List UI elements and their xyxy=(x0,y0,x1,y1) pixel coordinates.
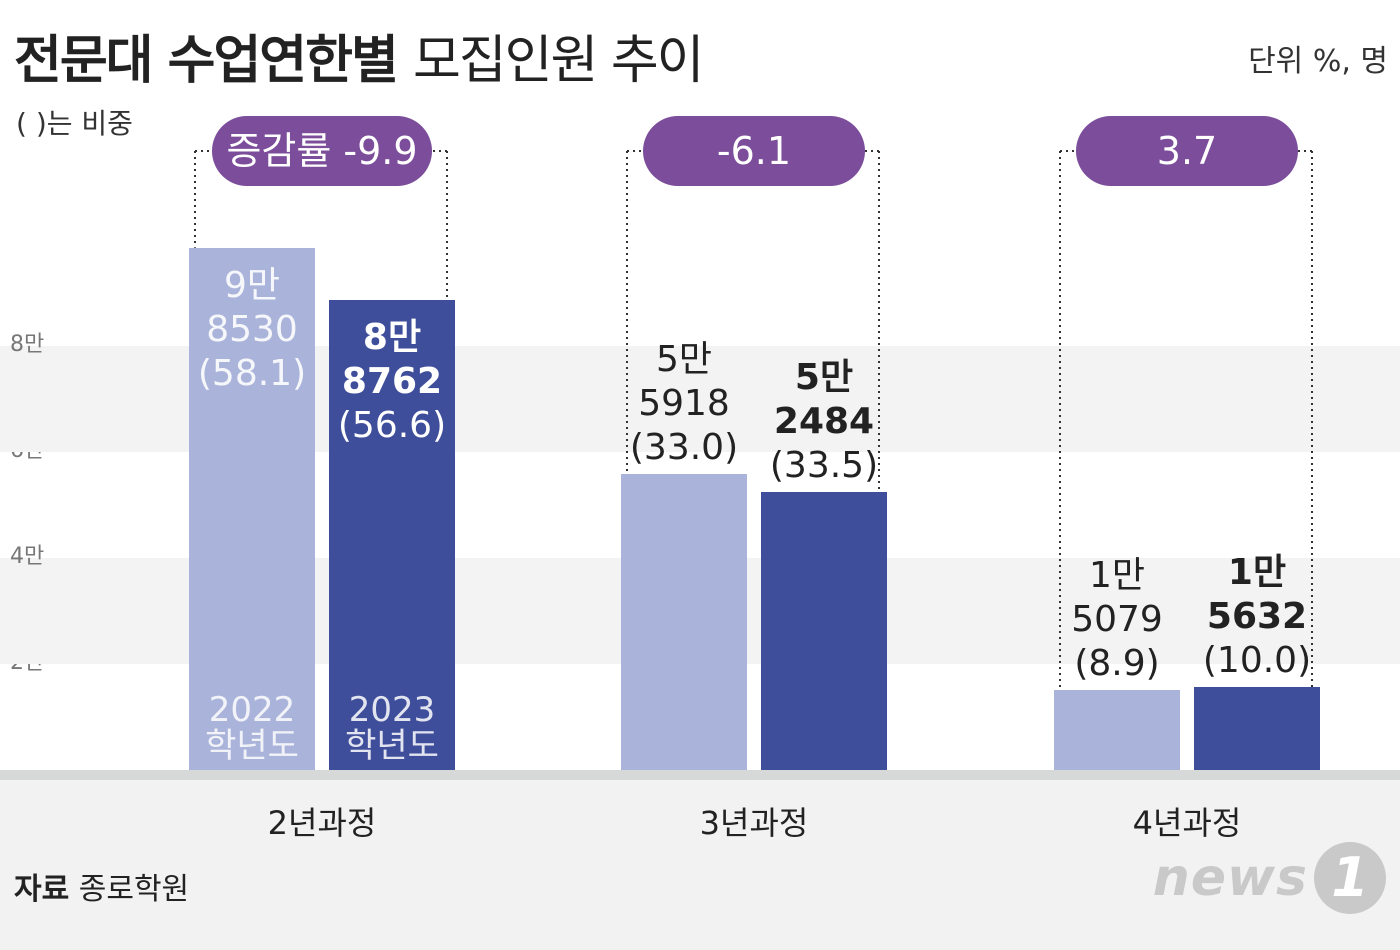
unit-label: 단위 %, 명 xyxy=(1248,44,1388,79)
value-label-line: 2484 xyxy=(773,400,875,442)
value-label-line: (33.5) xyxy=(769,444,879,486)
logo-word: news xyxy=(1152,848,1308,908)
value-label-line: (56.6) xyxy=(337,404,447,446)
source-line: 자료 종로학원 xyxy=(14,872,190,907)
category-label: 2년과정 xyxy=(267,804,377,842)
year-label-unit: 학년도 xyxy=(205,726,299,766)
value-label-line: (33.0) xyxy=(629,426,739,468)
value-label-line: 5632 xyxy=(1206,596,1308,638)
value-label-line: 5918 xyxy=(638,382,730,424)
value-label-line: 8530 xyxy=(206,308,298,350)
year-label-2023: 2023 학년도 xyxy=(329,692,455,764)
value-label-line: 5만 xyxy=(794,356,854,398)
news1-logo: news 1 xyxy=(1153,842,1386,914)
bar-2022 xyxy=(621,473,747,780)
value-label-line: 1만 xyxy=(1227,552,1287,594)
value-label-line: (8.9) xyxy=(1074,643,1160,685)
year-label-2022: 2022 학년도 xyxy=(189,692,315,764)
category-label: 3년과정 xyxy=(699,804,809,842)
growth-rate-pill: -6.1 xyxy=(643,116,865,186)
value-label: 9만 8530 (58.1) xyxy=(179,264,325,396)
value-label: 8만 8762 (56.6) xyxy=(319,316,465,448)
category-label: 4년과정 xyxy=(1132,804,1242,842)
year-label-year: 2023 xyxy=(348,690,436,730)
bar-2022 xyxy=(189,247,315,780)
bar-2022 xyxy=(1054,690,1180,780)
value-label-line: 9만 xyxy=(223,264,281,306)
value-label: 5만 5918 (33.0) xyxy=(611,338,757,470)
value-label-line: 5만 xyxy=(655,338,713,380)
share-note: ( )는 비중 xyxy=(16,107,133,140)
growth-rate-pill: 3.7 xyxy=(1076,116,1298,186)
value-label: 1만 5632 (10.0) xyxy=(1184,551,1330,683)
bar-2023 xyxy=(329,299,455,780)
logo-number: 1 xyxy=(1314,842,1386,914)
bar-2023 xyxy=(1194,687,1320,780)
value-label-line: 8만 xyxy=(362,316,422,358)
value-label-line: 8762 xyxy=(341,360,443,402)
growth-rate-pill: 증감률 -9.9 xyxy=(212,116,432,186)
year-label-year: 2022 xyxy=(208,690,296,730)
value-label-line: (10.0) xyxy=(1202,640,1312,682)
footer-area xyxy=(0,780,1400,950)
value-label-line: 1만 xyxy=(1088,555,1146,597)
y-tick-label: 8만 xyxy=(10,332,45,357)
chart-title: 전문대 수업연한별 모집인원 추이 xyxy=(14,31,705,91)
x-axis-baseline xyxy=(0,770,1400,780)
value-label-line: 5079 xyxy=(1071,599,1163,641)
bar-2023 xyxy=(761,491,887,780)
value-label: 1만 5079 (8.9) xyxy=(1044,554,1190,686)
y-tick-label: 4만 xyxy=(10,544,45,569)
value-label-line: (58.1) xyxy=(197,352,307,394)
value-label: 5만 2484 (33.5) xyxy=(751,356,897,488)
year-label-unit: 학년도 xyxy=(345,726,439,766)
